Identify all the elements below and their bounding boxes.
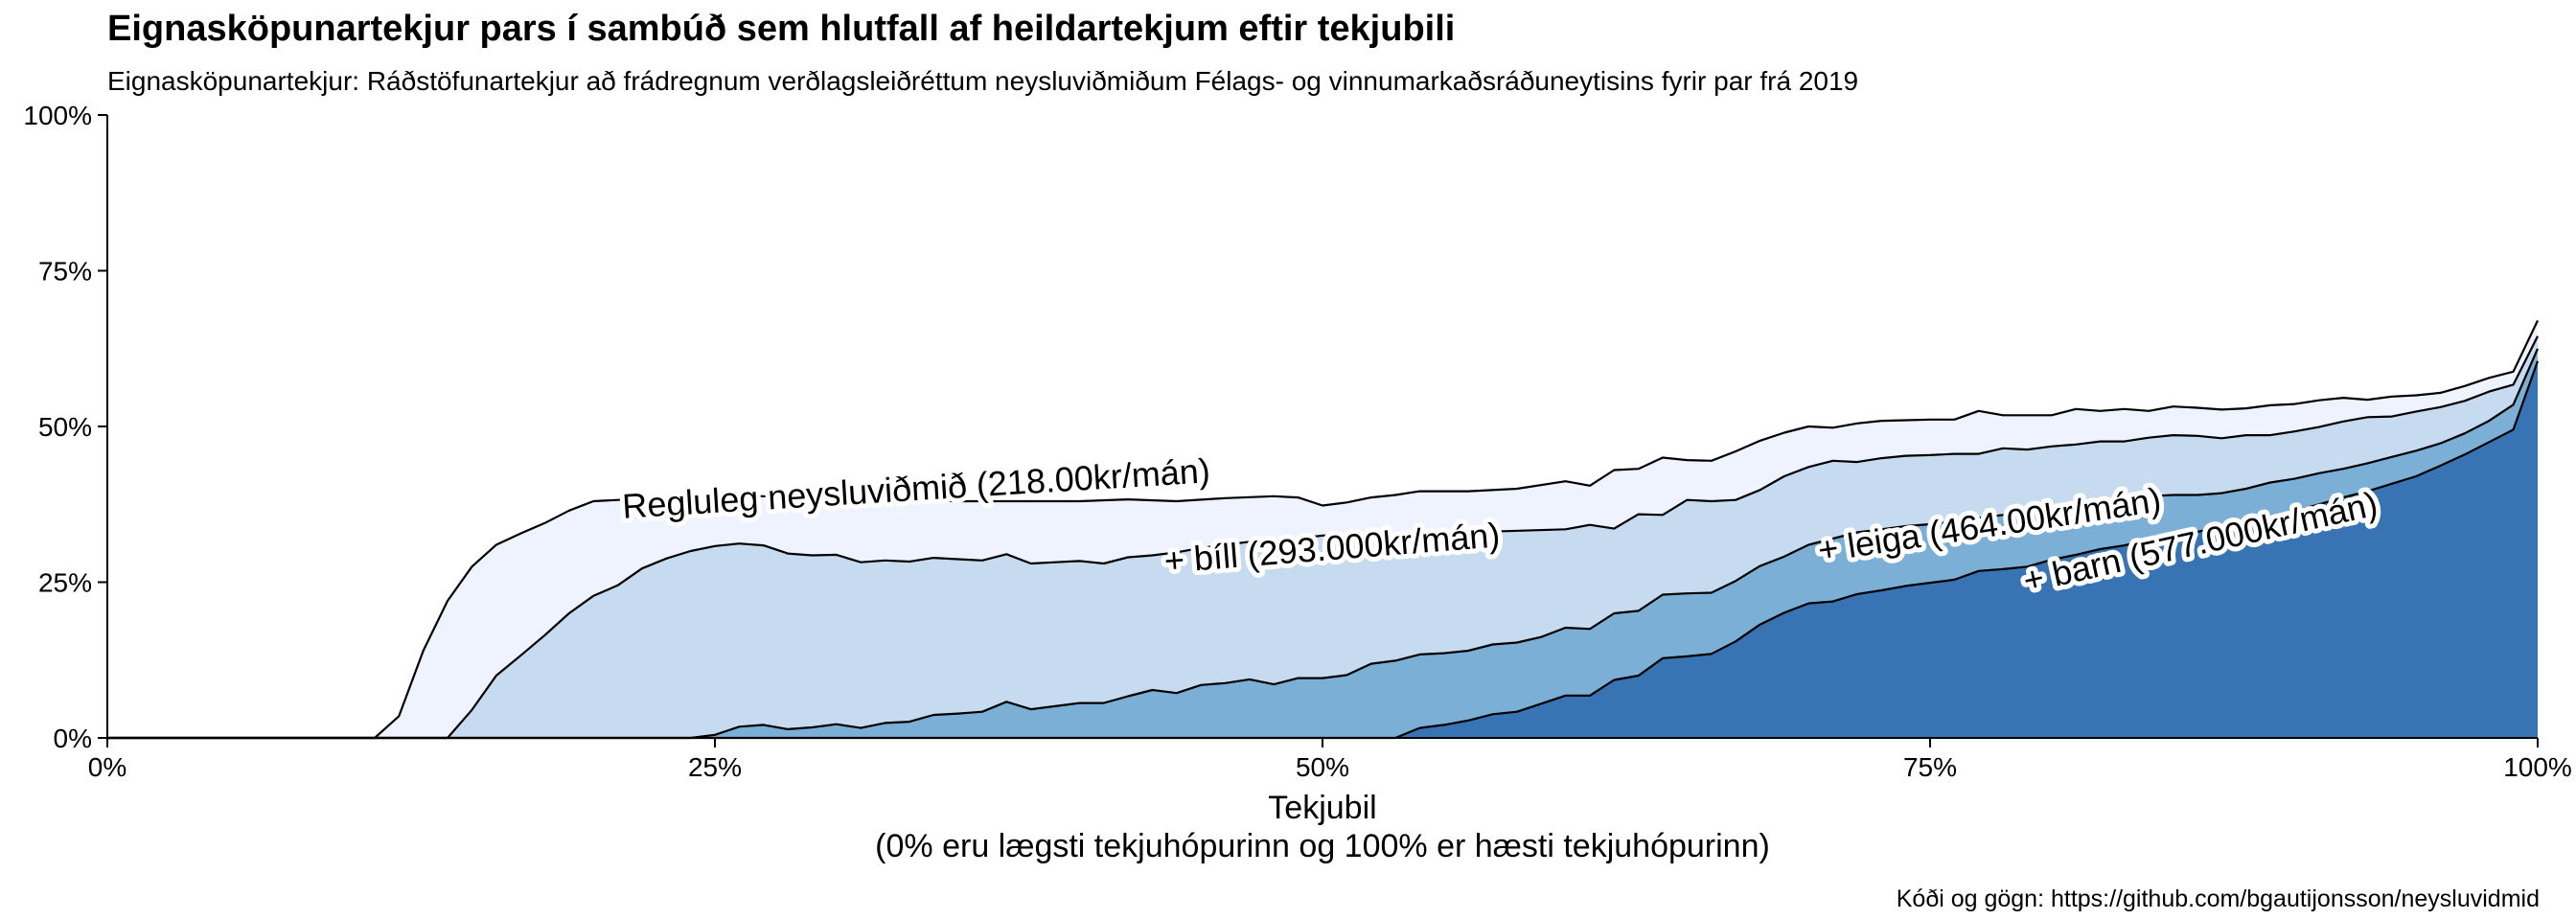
series-line-2 [107,335,2539,740]
area-series-group [107,320,2540,740]
y-tick-label: 100% [23,101,92,130]
series-line-4 [107,360,2540,740]
y-tick-label: 75% [38,257,92,287]
source-caption: Kóði og gögn: https://github.com/bgautij… [1897,886,2540,912]
axes: 0% 25% 50% 75% 100% 0% 25% 50% 75% 100% [23,101,2571,782]
y-tick-label: 0% [54,724,92,753]
area-series-4 [107,360,2538,738]
x-tick-label: 75% [1903,752,1957,782]
x-tick-label: 0% [88,752,126,782]
y-tick-label: 25% [38,568,92,598]
x-tick-label: 100% [2503,752,2572,782]
x-axis-note: (0% eru lægsti tekjuhópurinn og 100% er … [875,828,1770,864]
x-tick-label: 50% [1296,752,1349,782]
series-line-1 [107,320,2539,740]
series-line-3 [107,348,2540,740]
y-tick-label: 50% [38,412,92,442]
x-tick-label: 25% [688,752,742,782]
x-axis-label: Tekjubil [1268,790,1376,826]
chart-subtitle: Eignasköpunartekjur: Ráðstöfunartekjur a… [107,66,1858,96]
chart-title: Eignasköpunartekjur pars í sambúð sem hl… [107,9,1455,49]
